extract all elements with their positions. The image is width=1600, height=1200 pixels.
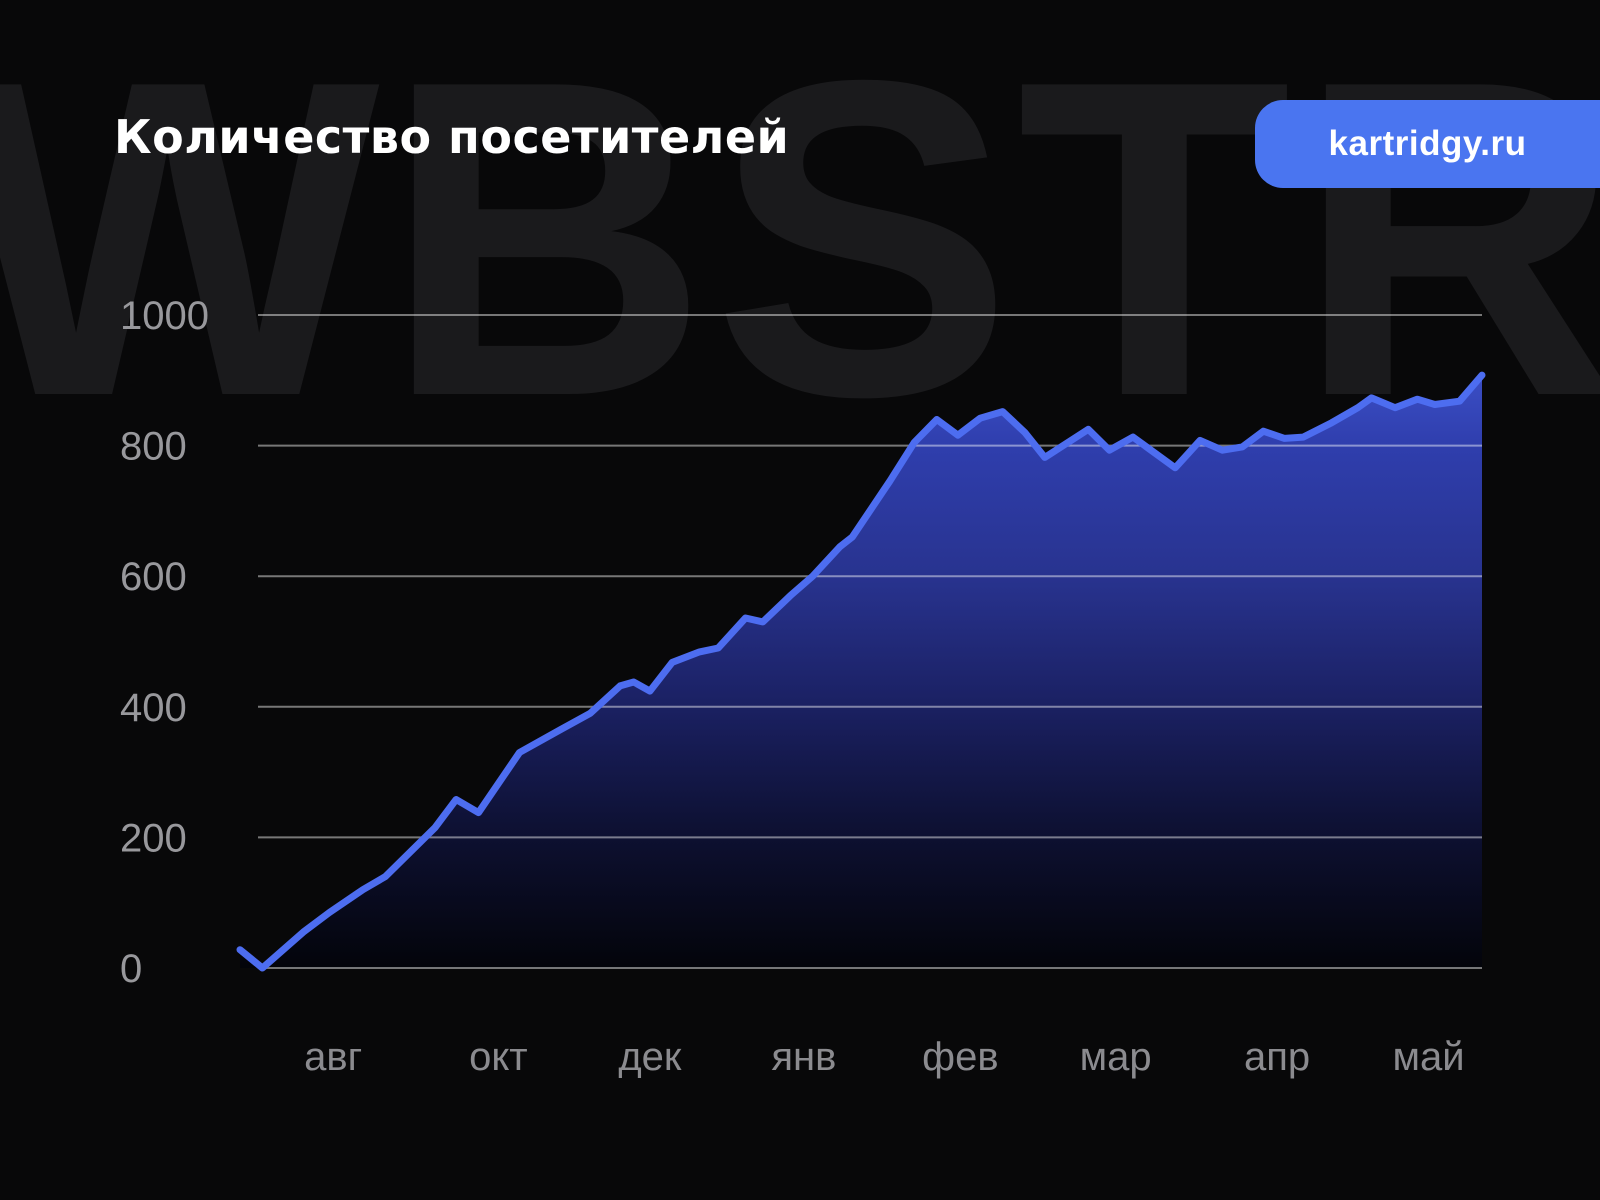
site-badge-label: kartridgy.ru <box>1328 124 1527 163</box>
x-tick-label: окт <box>469 1035 528 1079</box>
watermark-text: WBSTR <box>0 0 1600 490</box>
trend-line <box>236 371 1486 972</box>
x-tick-label: апр <box>1244 1035 1310 1079</box>
y-tick-label: 600 <box>120 555 187 599</box>
x-tick-label: мар <box>1080 1035 1152 1079</box>
x-tick-label: янв <box>771 1035 836 1079</box>
y-tick-label: 200 <box>120 816 187 860</box>
site-badge[interactable]: kartridgy.ru <box>1255 100 1600 188</box>
page-title: Количество посетителей <box>114 110 790 164</box>
x-tick-label: фев <box>922 1035 998 1079</box>
x-tick-label: дек <box>618 1035 682 1079</box>
y-tick-label: 0 <box>120 947 142 991</box>
y-tick-label: 800 <box>120 425 187 469</box>
x-tick-label: май <box>1393 1035 1465 1079</box>
y-tick-label: 1000 <box>120 294 209 338</box>
x-tick-label: авг <box>304 1035 362 1079</box>
y-tick-label: 400 <box>120 686 187 730</box>
area-fill <box>240 375 1482 969</box>
